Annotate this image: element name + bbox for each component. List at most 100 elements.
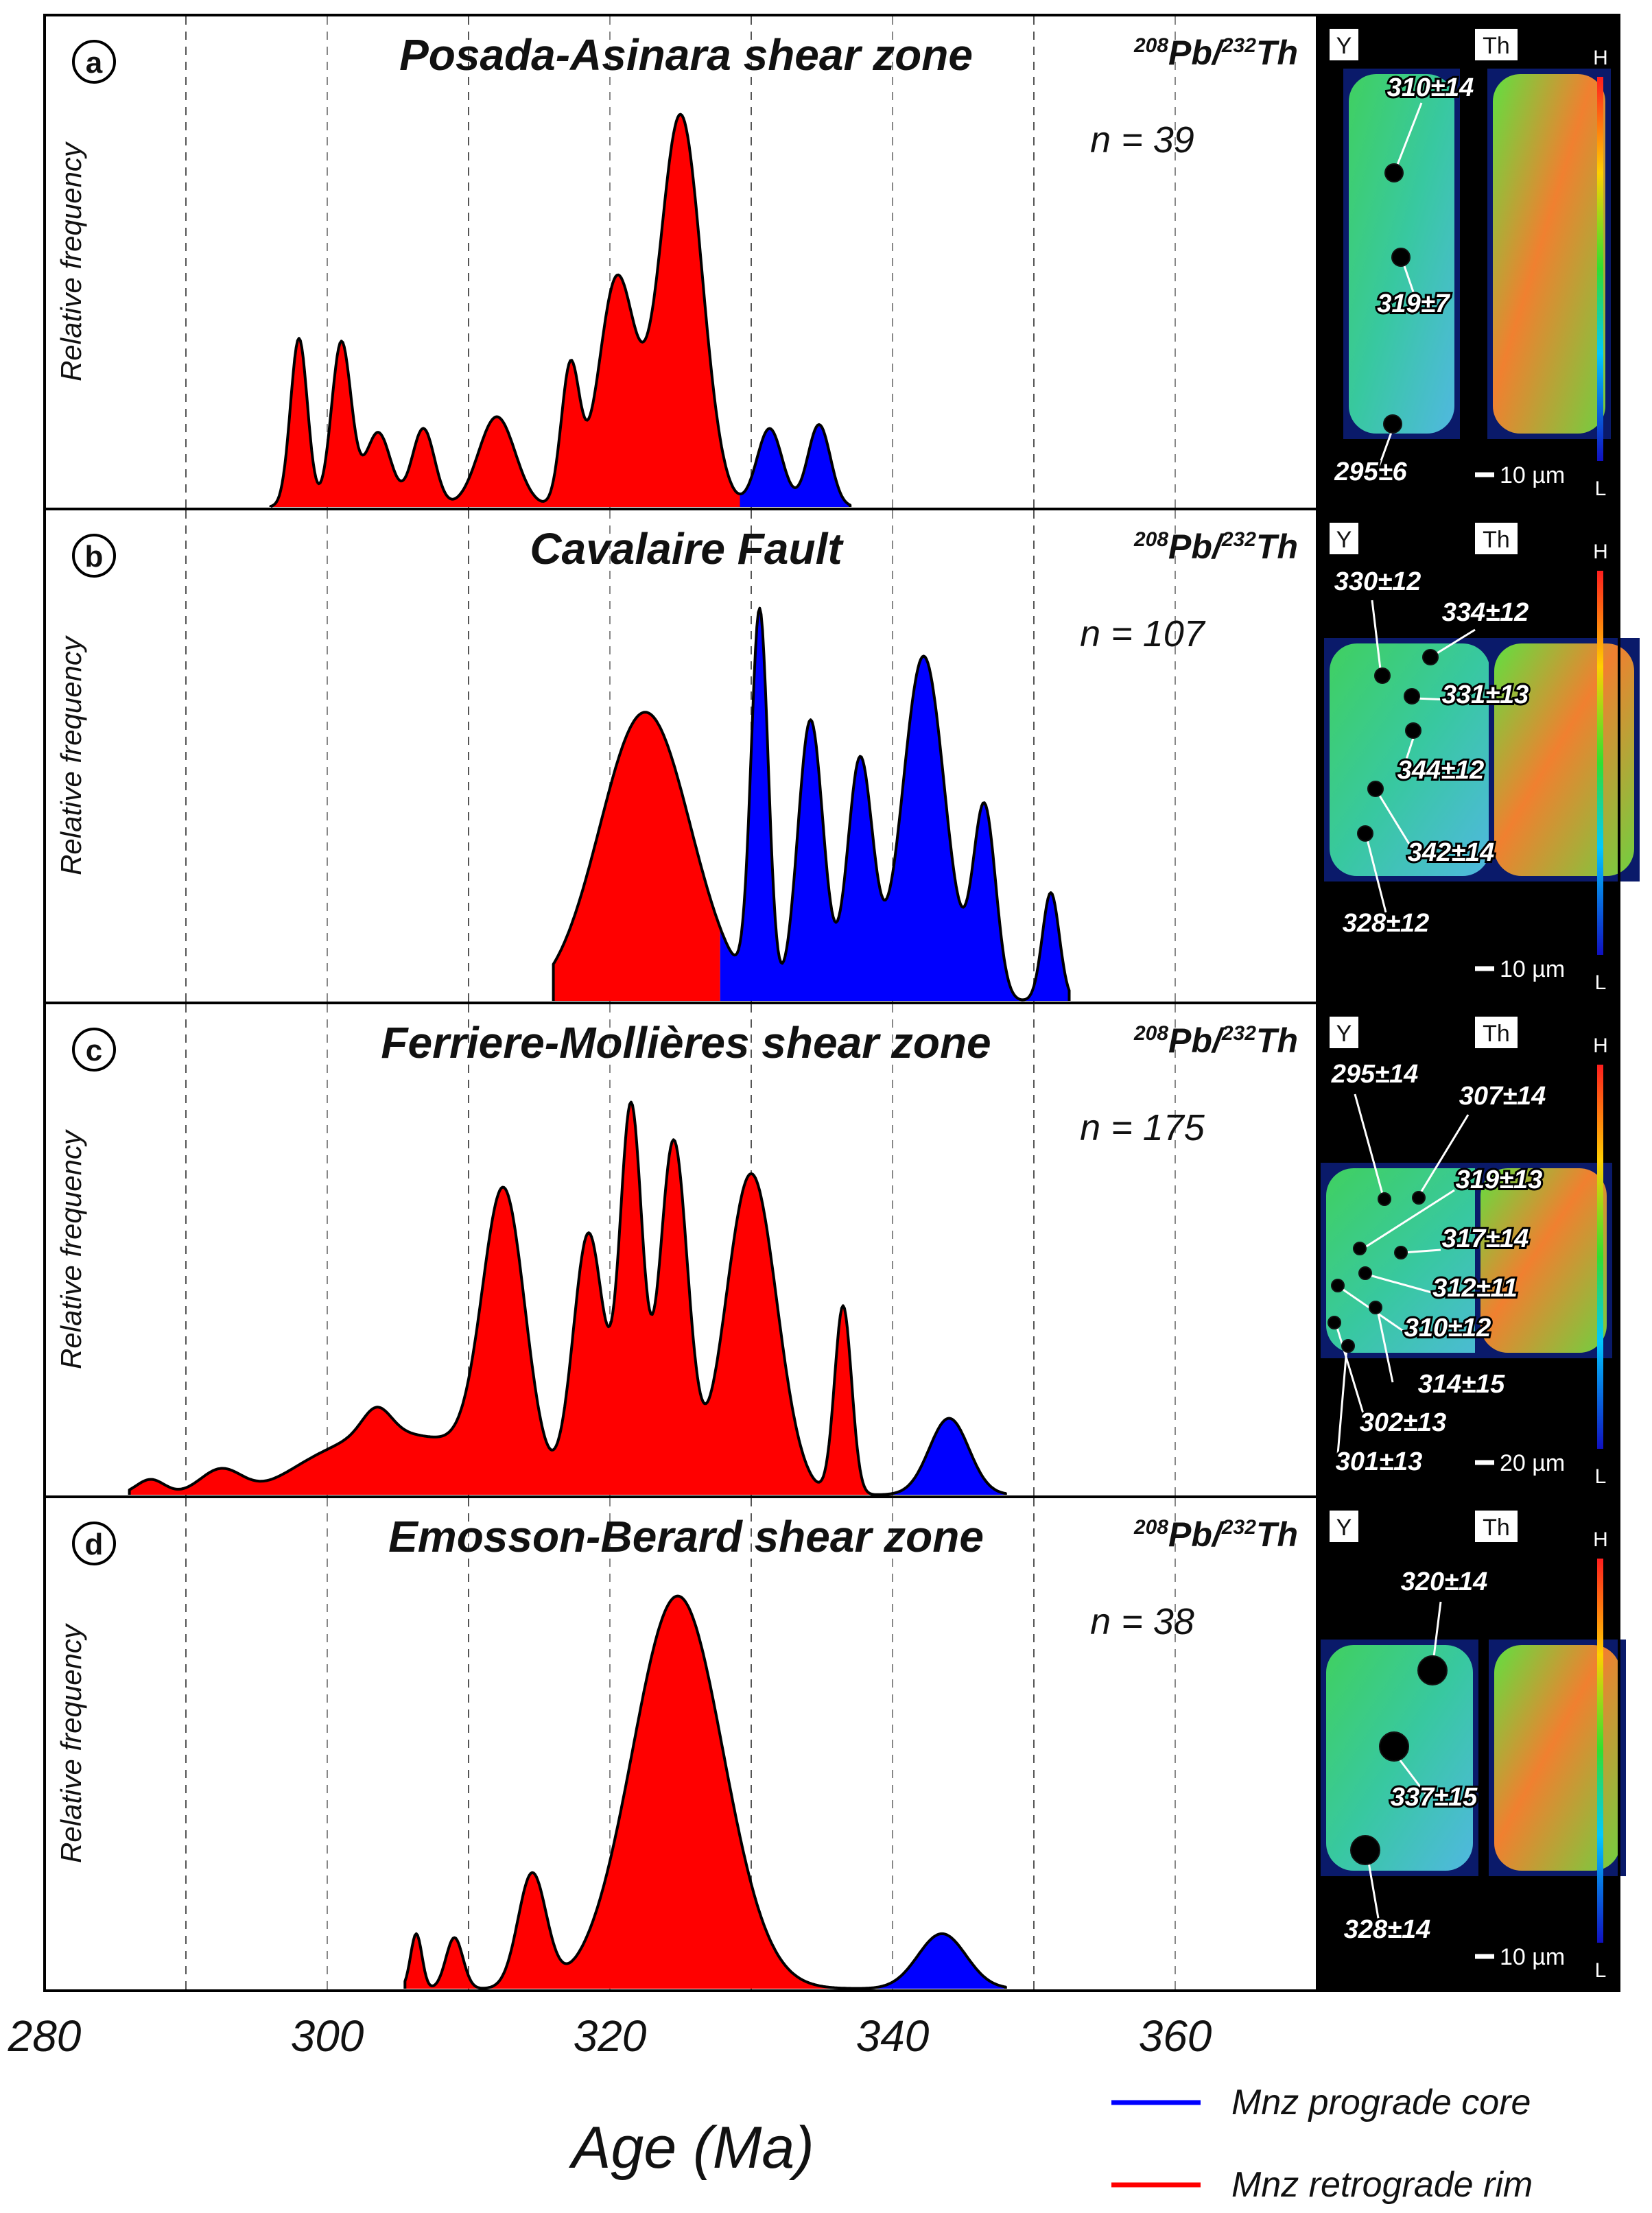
- analysis-spot: [1357, 825, 1373, 842]
- legend-label-retrograde: Mnz retrograde rim: [1231, 2165, 1533, 2205]
- age-leader-line: [1354, 1093, 1384, 1194]
- analysis-spot: [1394, 1246, 1408, 1259]
- x-tick-label: 360: [1139, 2011, 1212, 2061]
- monazite-grain-y: [1330, 643, 1490, 876]
- y-map-label-box: [1330, 29, 1358, 60]
- analysis-spot: [1353, 1242, 1367, 1255]
- analysis-spot: [1378, 1192, 1391, 1206]
- intensity-scale: [1597, 1065, 1603, 1449]
- y-map-label: Y: [1336, 527, 1352, 553]
- age-leader-line: [1376, 792, 1415, 851]
- spot-age-label: 312±11: [1432, 1274, 1518, 1303]
- scale-low-label: L: [1595, 1465, 1607, 1488]
- legend-label-prograde: Mnz prograde core: [1231, 2083, 1531, 2122]
- panel-title: Cavalaire Fault: [530, 524, 844, 573]
- x-tick-label: 340: [856, 2011, 930, 2061]
- legend: Mnz prograde core Mnz retrograde rim: [1111, 2083, 1533, 2205]
- spot-age-label: 331±13: [1442, 681, 1529, 709]
- age-leader-line: [1371, 600, 1382, 670]
- scale-high-label: H: [1593, 1034, 1608, 1057]
- sample-count: n = 175: [1080, 1107, 1205, 1148]
- age-leader-line: [1376, 1310, 1394, 1383]
- spot-age-label: 330±12: [1334, 567, 1421, 596]
- panel-letter: d: [85, 1528, 104, 1561]
- age-leader-line: [1365, 1189, 1455, 1248]
- th-map-label-box: [1475, 29, 1518, 60]
- panel-letter: b: [85, 540, 104, 573]
- spot-age-label: 344±12: [1397, 756, 1485, 785]
- spot-age-label: 328±14: [1344, 1915, 1431, 1944]
- panels: a Posada-Asinara shear zone 208Pb/232Th n =…: [43, 14, 1640, 1992]
- panel-letter-circle: [72, 40, 116, 84]
- monazite-grain-th: [1494, 1645, 1620, 1871]
- spot-age-label: 302±13: [1360, 1408, 1447, 1437]
- element-map: Y Th H L 10 µm 310±14 319±7 295±6: [1316, 14, 1620, 510]
- y-axis-label: Relative frequency: [55, 1622, 87, 1863]
- spot-age-label: 307±14: [1459, 1082, 1546, 1111]
- panel-letter: c: [86, 1034, 102, 1067]
- analysis-spot: [1379, 1731, 1409, 1762]
- prograde-core-area: [893, 1418, 1006, 1495]
- analysis-spot: [1412, 1191, 1426, 1205]
- panel-title: Ferriere-Mollières shear zone: [381, 1018, 991, 1067]
- panel-c: c Ferriere-Mollières shear zone 208Pb/232T…: [43, 1002, 1620, 1498]
- y-map-label: Y: [1336, 33, 1352, 59]
- y-axis-label: Relative frequency: [55, 141, 87, 381]
- retrograde-rim-area: [270, 114, 740, 508]
- age-leader-line: [1367, 1273, 1435, 1294]
- y-map-label: Y: [1336, 1515, 1352, 1541]
- age-leader-line: [1335, 1325, 1367, 1421]
- th-map-label: Th: [1483, 1515, 1510, 1541]
- analysis-spot: [1383, 414, 1402, 434]
- x-tick-label: 320: [574, 2011, 647, 2061]
- scale-high-label: H: [1593, 541, 1608, 563]
- density-outline: [128, 1100, 1007, 1496]
- spot-age-label: 328±12: [1343, 909, 1430, 938]
- spot-age-label: 342±14: [1408, 838, 1495, 867]
- intensity-scale: [1597, 77, 1603, 461]
- sample-count: n = 107: [1080, 613, 1206, 654]
- spot-age-label: 320±14: [1401, 1567, 1488, 1596]
- age-leader-line: [1402, 261, 1418, 303]
- th-map-label-box: [1475, 523, 1518, 554]
- element-map: Y Th H L 10 µm 320±14 337±15 328±14: [1316, 1495, 1626, 1992]
- y-axis-label: Relative frequency: [55, 1128, 87, 1369]
- isotope-label: 208Pb/232Th: [1133, 1021, 1298, 1060]
- panel-a: a Posada-Asinara shear zone 208Pb/232Th n =…: [43, 14, 1620, 510]
- analysis-spot: [1367, 781, 1384, 797]
- monazite-grain-th: [1494, 643, 1634, 876]
- age-leader-line: [1378, 428, 1394, 467]
- spot-age-label: 310±14: [1387, 73, 1474, 102]
- element-map: Y Th H L 20 µm 295±14 307±14 319±13 317±14 312±11…: [1316, 1002, 1620, 1498]
- scale-low-label: L: [1595, 477, 1607, 500]
- th-map-label: Th: [1483, 33, 1510, 59]
- y-map-label: Y: [1336, 1021, 1352, 1047]
- analysis-spot: [1417, 1655, 1448, 1685]
- x-tick-label: 300: [291, 2011, 364, 2061]
- monazite-grain-th: [1480, 1168, 1607, 1353]
- sample-count: n = 39: [1090, 119, 1194, 161]
- age-leader-line: [1336, 1348, 1348, 1455]
- scale-low-label: L: [1595, 971, 1607, 994]
- y-map-label-box: [1330, 523, 1358, 554]
- prograde-core-area: [740, 424, 851, 507]
- x-axis-ticks: 280 300 320 340 360: [8, 2011, 1212, 2061]
- th-map-label: Th: [1483, 527, 1510, 553]
- age-leader-line: [1398, 1759, 1427, 1795]
- x-tick-label: 280: [8, 2011, 82, 2061]
- spot-age-label: 334±12: [1442, 598, 1529, 627]
- analysis-spot: [1341, 1339, 1355, 1353]
- analysis-spot: [1374, 667, 1391, 684]
- panel-letter: a: [86, 46, 103, 80]
- th-map-label: Th: [1483, 1021, 1510, 1047]
- panel-letter-circle: [72, 1522, 116, 1565]
- scale-bar-label: 10 µm: [1500, 462, 1565, 488]
- y-axis-label: Relative frequency: [55, 635, 87, 875]
- scale-bar-label: 20 µm: [1500, 1450, 1565, 1476]
- isotope-label: 208Pb/232Th: [1133, 1515, 1298, 1554]
- isotope-label: 208Pb/232Th: [1133, 34, 1298, 72]
- scale-bar-label: 10 µm: [1500, 1944, 1565, 1970]
- analysis-spot: [1405, 722, 1421, 739]
- analysis-spot: [1369, 1301, 1382, 1314]
- prograde-core-area: [720, 608, 1070, 1001]
